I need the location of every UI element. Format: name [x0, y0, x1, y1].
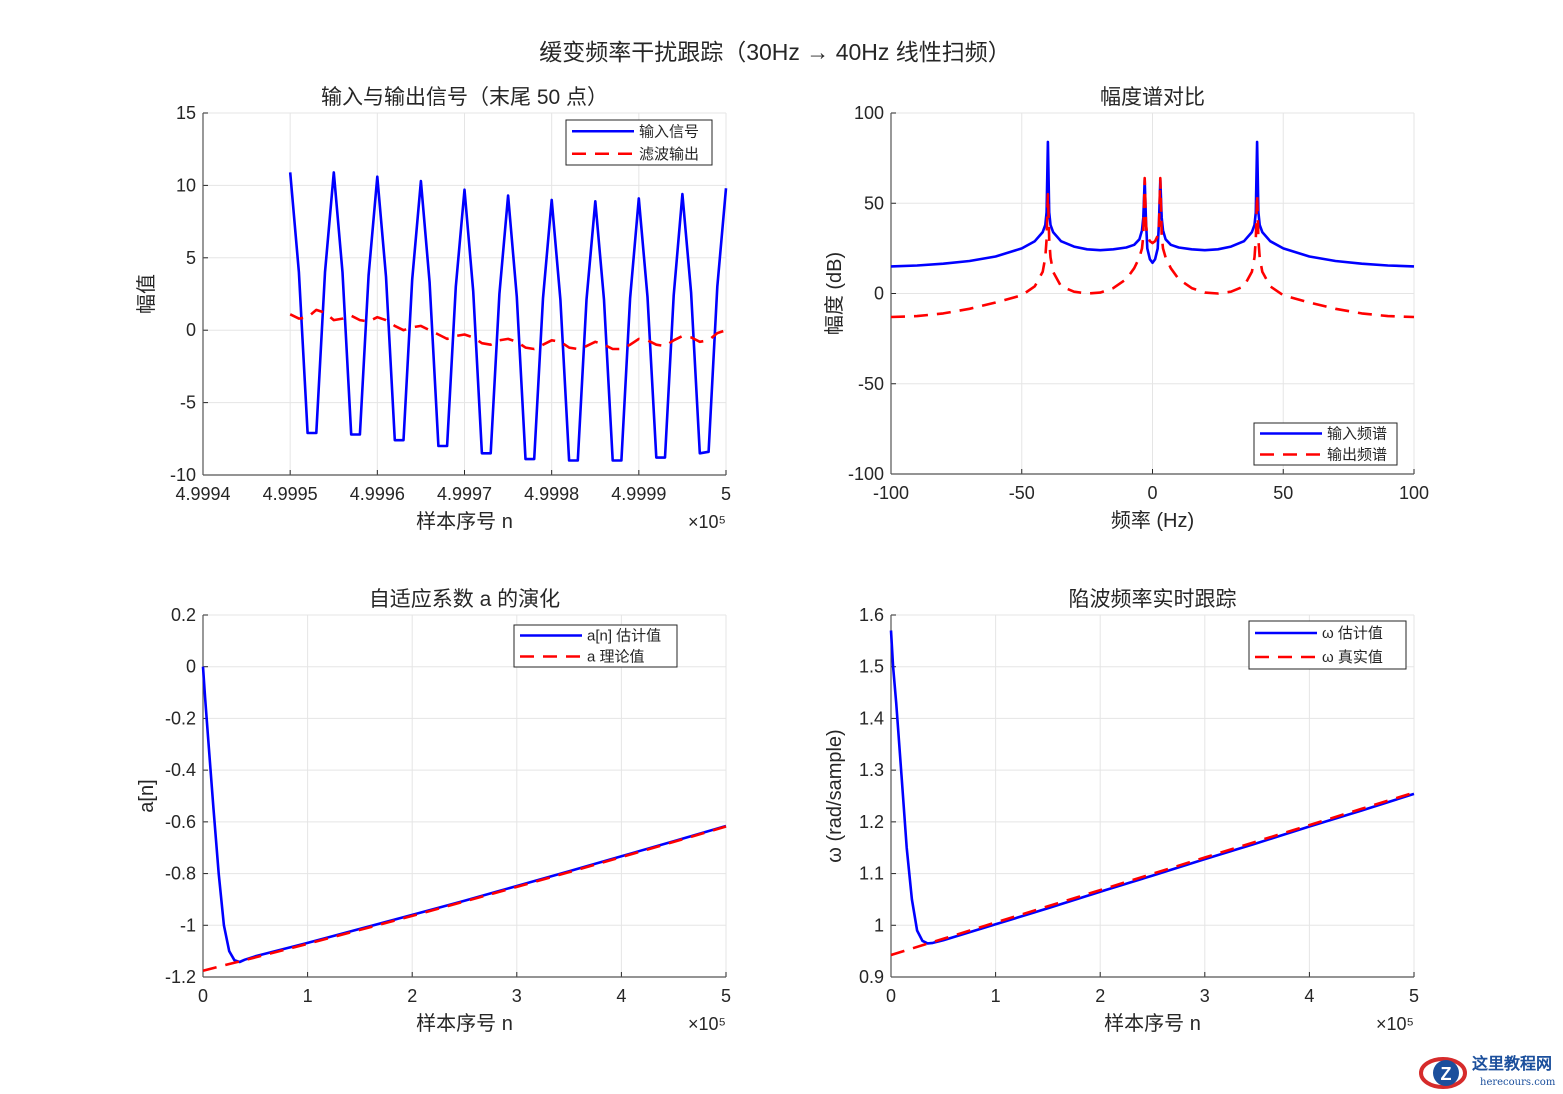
y-tick-label: 100 [854, 103, 884, 123]
y-tick-label: 0 [186, 320, 196, 340]
y-axis-label: a[n] [136, 779, 158, 812]
y-tick-label: 1.5 [859, 657, 884, 677]
x-tick-label: 3 [512, 986, 522, 1006]
legend-entry: a 理论值 [587, 649, 645, 666]
x-axis-label: 样本序号 n [416, 1012, 513, 1035]
x-tick-label: 4.9995 [263, 484, 318, 504]
x-axis-label: 频率 (Hz) [1111, 509, 1194, 532]
legend-entry: 输入频谱 [1327, 426, 1387, 443]
legend-box [565, 119, 713, 166]
series-line-1 [288, 171, 728, 462]
x-tick-label: 50 [1273, 483, 1293, 503]
watermark: Z 这里教程网 herecours.com [1419, 1054, 1556, 1089]
x-tick-label: 4.9998 [524, 484, 579, 504]
x-tick-label: 4.9997 [437, 484, 492, 504]
y-axis-label: 幅值 [135, 274, 158, 314]
subplot-title: 自适应系数 a 的演化 [369, 588, 560, 611]
x-exponent-label: ×10⁵ [1376, 1014, 1414, 1034]
legend-entry: ω 估计值 [1322, 625, 1383, 642]
y-tick-label: -0.8 [165, 864, 196, 884]
y-tick-label: 5 [186, 248, 196, 268]
x-axis-label: 样本序号 n [416, 510, 513, 533]
x-tick-label: 0 [1147, 483, 1157, 503]
x-tick-label: 0 [886, 986, 896, 1006]
y-tick-label: -50 [858, 374, 884, 394]
x-tick-label: -50 [1009, 483, 1035, 503]
legend: ω 估计值 ω 真实值 [1248, 620, 1407, 670]
y-tick-label: 10 [176, 175, 196, 195]
x-tick-label: 2 [1095, 986, 1105, 1006]
y-tick-label: -1.2 [165, 967, 196, 987]
x-tick-label: 1 [303, 986, 313, 1006]
legend-box [1248, 620, 1407, 670]
svg-text:Z: Z [1441, 1064, 1452, 1084]
y-tick-label: -5 [180, 393, 196, 413]
x-tick-label: 4.9994 [175, 484, 230, 504]
series-line-2 [289, 308, 727, 351]
watermark-url: herecours.com [1480, 1077, 1556, 1088]
x-tick-label: 5 [721, 484, 731, 504]
legend-entry: a[n] 估计值 [587, 628, 661, 645]
y-tick-label: 0 [186, 657, 196, 677]
y-tick-label: 1.3 [859, 760, 884, 780]
y-tick-label: -100 [848, 464, 884, 484]
x-tick-label: 5 [1409, 986, 1419, 1006]
x-tick-label: 3 [1200, 986, 1210, 1006]
y-axis-label: 幅度 (dB) [823, 252, 846, 335]
x-tick-label: 4 [616, 986, 626, 1006]
y-tick-label: -0.2 [165, 708, 196, 728]
y-tick-label: 1.6 [859, 605, 884, 625]
x-exponent-label: ×10⁵ [688, 512, 726, 532]
subplot-3: 0 1 2 3 4 5 -1.2 -1 -0.8 -0.6 -0.4 -0.2 0 0.2 自适应系数 a … [136, 588, 731, 1035]
x-tick-label: 2 [407, 986, 417, 1006]
y-tick-label: 0.2 [171, 605, 196, 625]
y-tick-label: 50 [864, 193, 884, 213]
series-line-2 [890, 176, 1415, 319]
watermark-logo-icon: Z [1419, 1057, 1467, 1089]
legend-entry: 滤波输出 [639, 146, 699, 163]
series-line-1 [889, 630, 1415, 945]
legend: a[n] 估计值 a 理论值 [513, 624, 678, 668]
y-axis-label: ω (rad/sample) [824, 729, 846, 862]
x-tick-label: 5 [721, 986, 731, 1006]
y-tick-label: -10 [170, 465, 196, 485]
x-tick-label: 4.9999 [611, 484, 666, 504]
x-tick-label: 1 [991, 986, 1001, 1006]
subplot-4: 0 1 2 3 4 5 0.9 1 1.1 1.2 1.3 1.4 1.5 1.6 陷波频率实时跟踪样本序号… [824, 588, 1419, 1035]
series-line-1 [890, 140, 1415, 268]
x-axis-label: 样本序号 n [1104, 1012, 1201, 1035]
y-tick-label: 1 [874, 915, 884, 935]
y-tick-label: -0.6 [165, 812, 196, 832]
subplot-1: 4.9994 4.9995 4.9996 4.9997 4.9998 4.9999 5 -10… [135, 86, 731, 533]
y-tick-label: 15 [176, 103, 196, 123]
y-tick-label: 1.4 [859, 708, 884, 728]
series-line-1 [201, 666, 727, 964]
legend-box [1253, 422, 1398, 466]
subplot-title: 幅度谱对比 [1100, 86, 1205, 109]
x-tick-label: 0 [198, 986, 208, 1006]
subplot-title: 陷波频率实时跟踪 [1069, 588, 1237, 611]
y-tick-label: -1 [180, 915, 196, 935]
x-tick-label: 4.9996 [350, 484, 405, 504]
y-tick-label: 1.1 [859, 864, 884, 884]
legend-entry: 输出频谱 [1327, 447, 1387, 464]
legend-entry: ω 真实值 [1322, 648, 1383, 666]
subplot-title: 输入与输出信号（末尾 50 点） [321, 86, 608, 109]
watermark-name: 这里教程网 [1472, 1054, 1552, 1073]
x-tick-label: -100 [873, 483, 909, 503]
y-tick-label: 0.9 [859, 967, 884, 987]
legend-box [513, 624, 678, 668]
legend-entry: 输入信号 [639, 123, 699, 140]
x-tick-label: 100 [1399, 483, 1429, 503]
y-tick-label: 0 [874, 284, 884, 304]
figure-title: 缓变频率干扰跟踪（30Hz → 40Hz 线性扫频） [539, 39, 1011, 65]
y-tick-label: 1.2 [859, 812, 884, 832]
x-exponent-label: ×10⁵ [688, 1014, 726, 1034]
y-tick-label: -0.4 [165, 760, 196, 780]
x-tick-label: 4 [1304, 986, 1314, 1006]
